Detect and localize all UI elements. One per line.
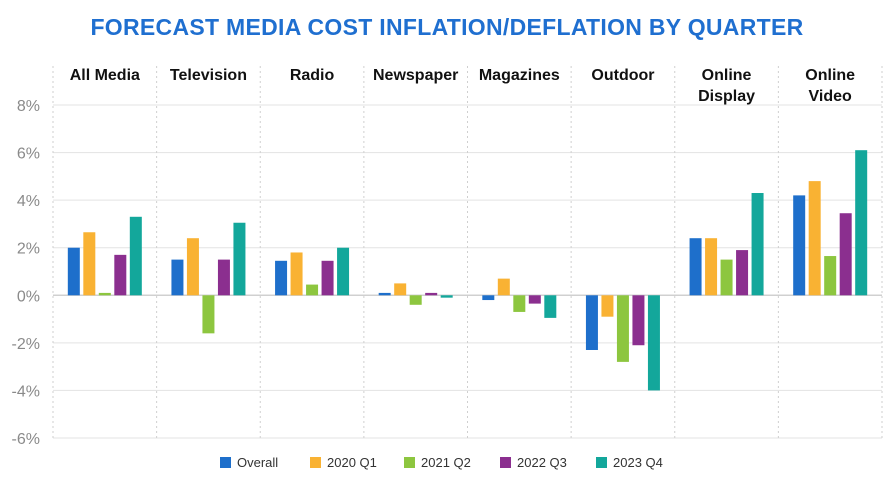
legend-label: Overall [237, 455, 278, 470]
bar [321, 260, 334, 296]
y-tick-label: -4% [12, 383, 40, 400]
bar [497, 278, 510, 296]
bar [83, 232, 96, 296]
legend-swatch [596, 457, 607, 468]
legend-label: 2020 Q1 [327, 455, 377, 470]
bar [394, 283, 407, 296]
bar [616, 295, 629, 362]
bar [751, 193, 764, 296]
y-tick-label: -2% [12, 336, 40, 353]
bar [736, 250, 749, 296]
y-tick-label: 8% [17, 98, 40, 115]
bar [425, 292, 438, 296]
bar [290, 252, 303, 296]
bar [689, 238, 702, 296]
y-tick-label: 6% [17, 146, 40, 163]
bar [440, 295, 453, 298]
legend-swatch [500, 457, 511, 468]
bar [171, 259, 184, 296]
category-label: All Media [70, 67, 140, 84]
bar [855, 150, 868, 296]
bar [808, 181, 821, 296]
bar [233, 222, 246, 296]
bar [544, 295, 557, 318]
bar [67, 247, 80, 296]
category-label: Outdoor [591, 67, 654, 84]
category-dividers [52, 66, 883, 438]
bar [337, 247, 350, 296]
bar [585, 295, 598, 350]
bar [114, 254, 127, 296]
y-tick-label: 0% [17, 288, 40, 305]
bar [409, 295, 422, 305]
y-tick-label: -6% [12, 431, 40, 448]
legend-label: 2022 Q3 [517, 455, 567, 470]
bar [513, 295, 526, 312]
category-label: Online Display [698, 67, 755, 105]
category-labels: All Media Television Radio Newspaper Magazin… [70, 67, 855, 105]
bar [129, 216, 142, 296]
chart-title: FORECAST MEDIA COST INFLATION/DEFLATION … [90, 14, 803, 40]
legend-swatch [404, 457, 415, 468]
y-tick-label: 2% [17, 241, 40, 258]
bar [98, 292, 111, 296]
bar [378, 292, 391, 296]
category-label: Online Video [805, 67, 855, 105]
bar [482, 295, 495, 301]
bar [202, 295, 215, 334]
bar [306, 284, 319, 296]
bar [528, 295, 541, 304]
bar [275, 260, 288, 296]
bar [217, 259, 230, 296]
bar [647, 295, 660, 391]
bar [601, 295, 614, 317]
bar [186, 238, 199, 296]
bar [839, 213, 852, 296]
legend-swatch [310, 457, 321, 468]
category-label: Television [170, 67, 247, 84]
legend-swatch [220, 457, 231, 468]
bar [793, 195, 806, 296]
bar [705, 238, 718, 296]
y-axis-ticks: 8% 6% 4% 2% 0% -2% -4% -6% [12, 98, 40, 448]
legend-label: 2021 Q2 [421, 455, 471, 470]
bars [67, 150, 868, 391]
y-tick-label: 4% [17, 193, 40, 210]
bar [824, 256, 837, 296]
bar [632, 295, 645, 346]
legend: Overall 2020 Q1 2021 Q2 2022 Q3 2023 Q4 [220, 455, 663, 470]
bar [720, 259, 733, 296]
category-label: Newspaper [373, 67, 458, 84]
legend-label: 2023 Q4 [613, 455, 663, 470]
category-label: Radio [290, 67, 335, 84]
category-label: Magazines [479, 67, 560, 84]
